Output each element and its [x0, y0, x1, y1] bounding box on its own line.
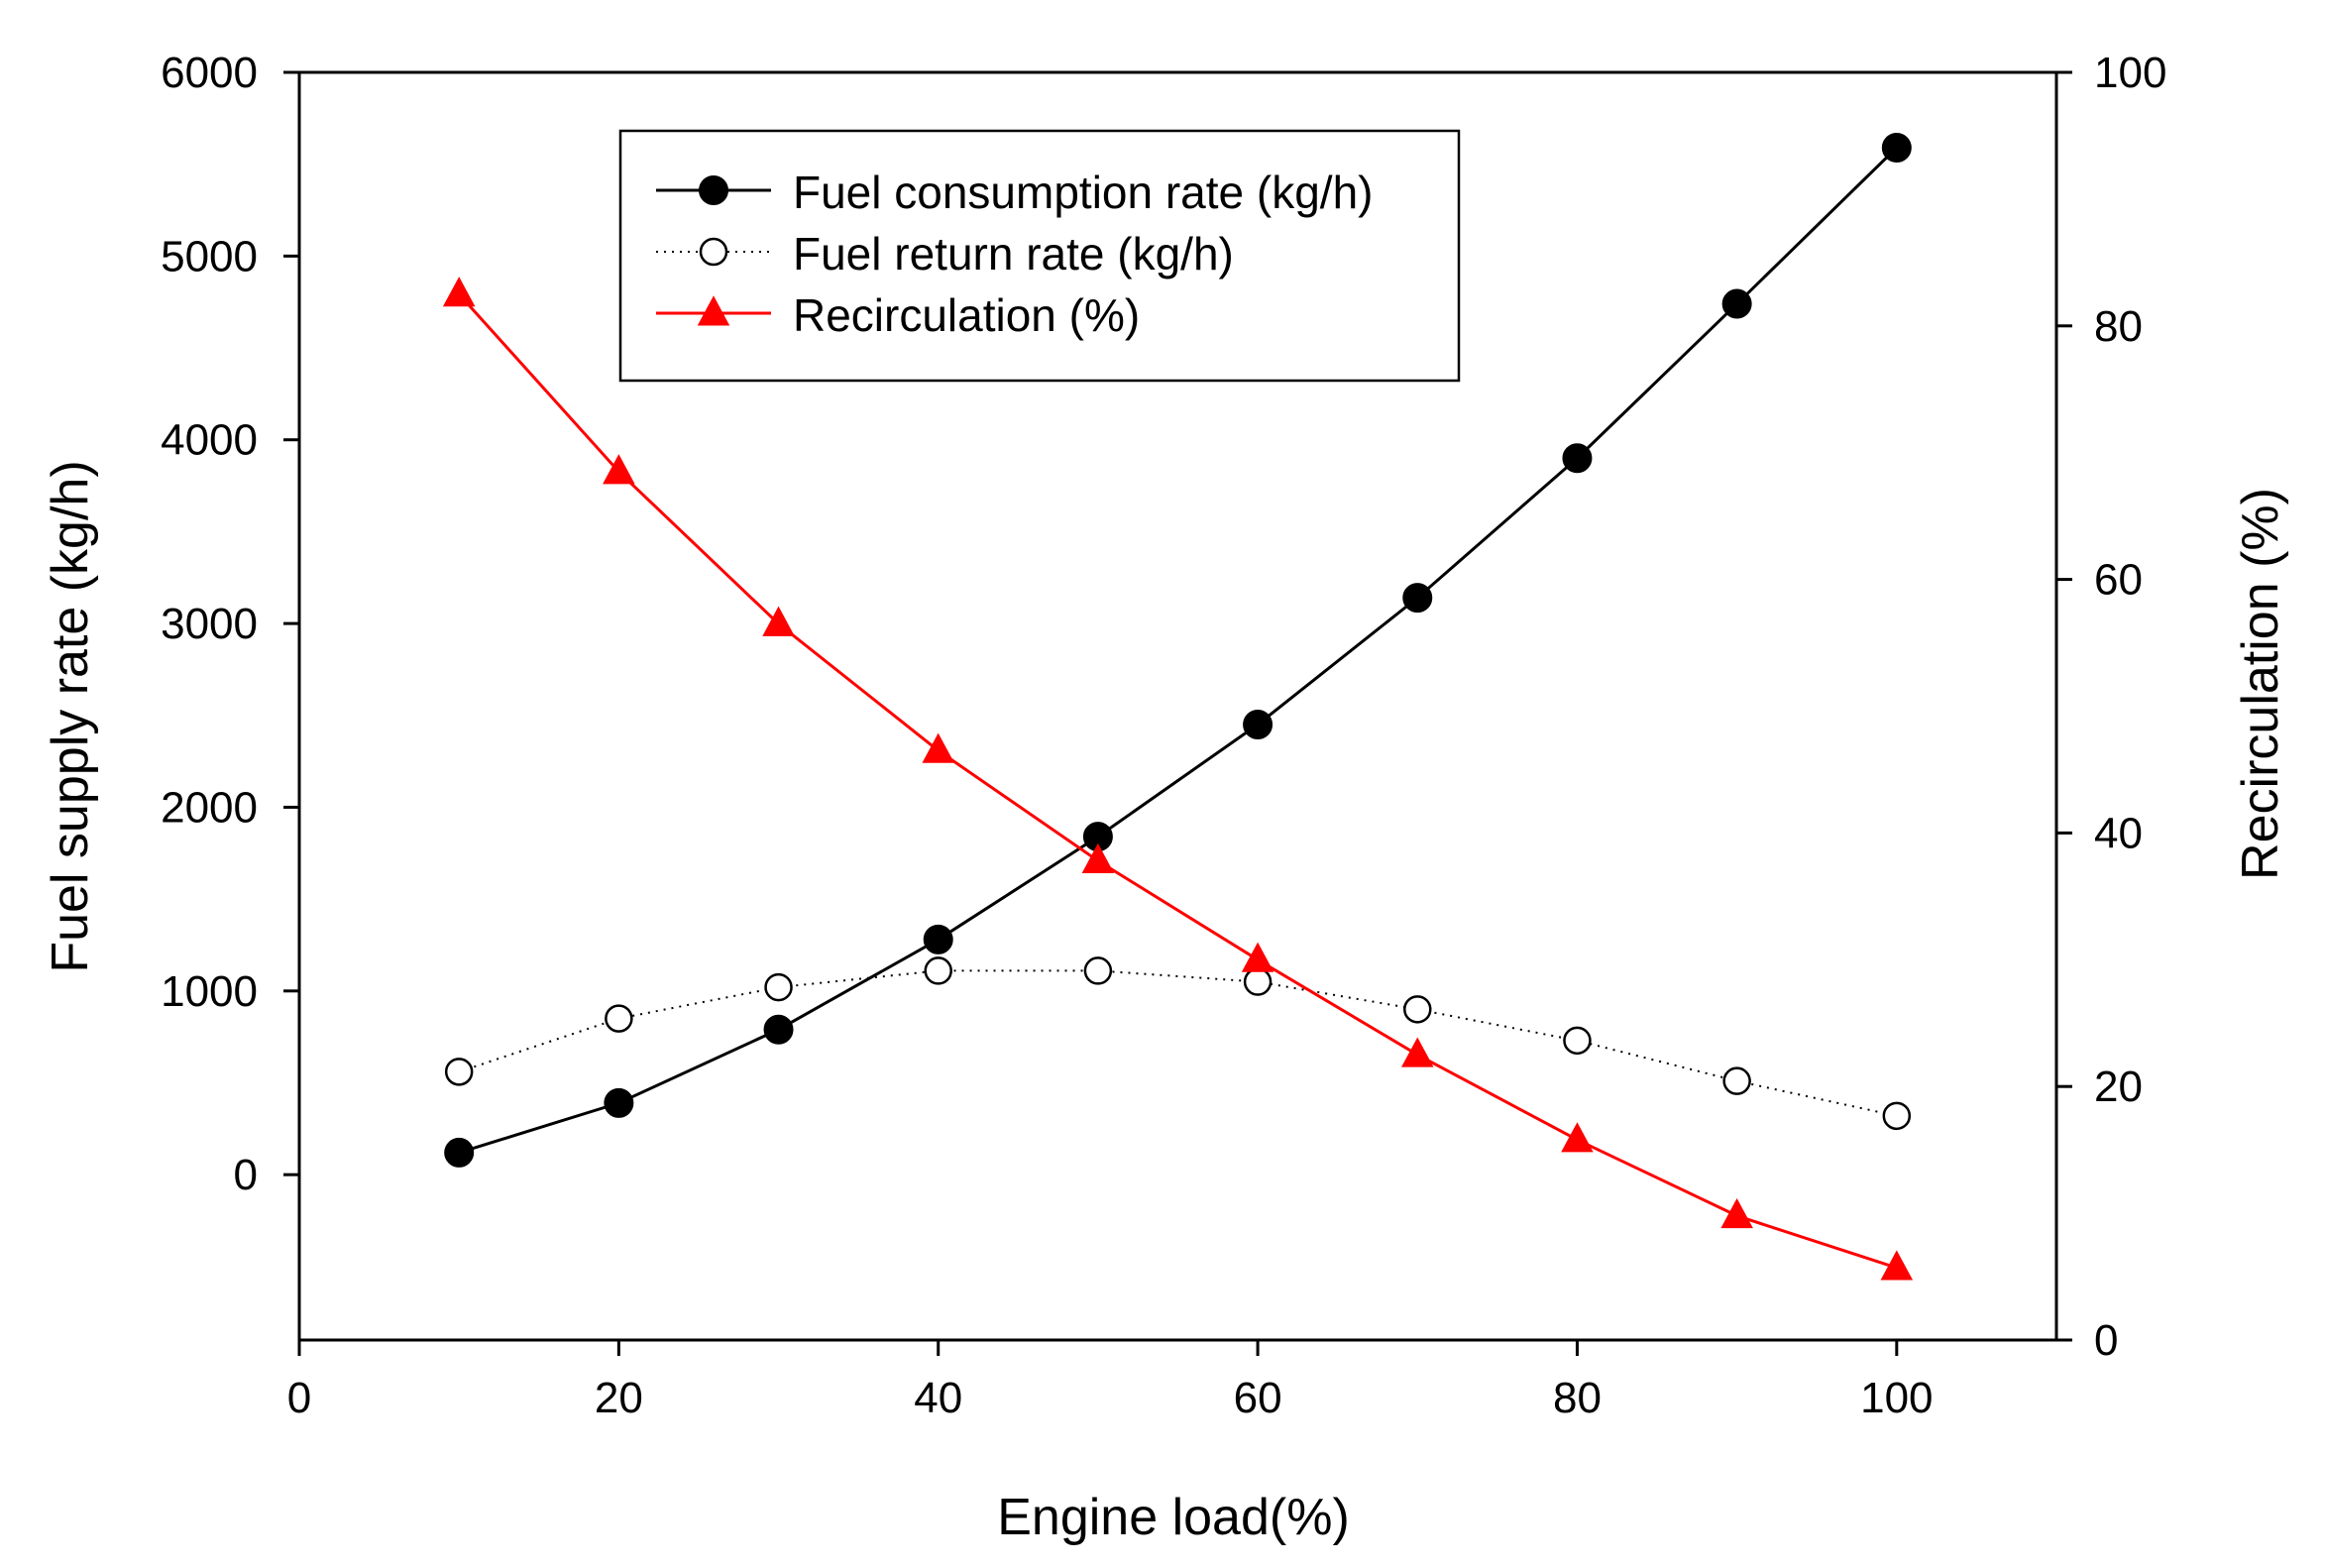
legend: Fuel consumption rate (kg/h) Fuel return…	[618, 129, 1461, 383]
x-axis-title: Engine load(%)	[997, 1489, 1350, 1546]
data-point-fuel-return	[444, 1058, 474, 1086]
data-point-fuel-consumption	[923, 924, 953, 954]
data-point-fuel-return	[605, 1004, 633, 1033]
x-tick-label: 20	[595, 1374, 643, 1422]
y2-axis-title: Recirculation (%)	[2232, 488, 2289, 880]
y-tick-label: 5000	[161, 232, 258, 280]
series-line-fuel-return	[458, 969, 1898, 1117]
y2-tick-label: 60	[2094, 556, 2143, 605]
data-point-fuel-return	[1083, 956, 1113, 985]
series-recirculation	[442, 277, 1914, 1281]
data-point-fuel-consumption	[1881, 132, 1912, 163]
x-tick-label: 100	[1860, 1374, 1933, 1422]
series-fuel-consumption	[444, 132, 1912, 1168]
data-point-recirculation	[603, 454, 635, 485]
y-tick-label: 1000	[161, 967, 258, 1016]
data-point-recirculation	[1880, 1250, 1914, 1281]
data-point-fuel-consumption	[1721, 288, 1752, 319]
data-point-fuel-return	[1243, 967, 1273, 996]
data-point-fuel-consumption	[1243, 710, 1273, 740]
data-point-fuel-consumption	[604, 1087, 634, 1118]
series-layer	[442, 132, 1914, 1281]
y-tick-label: 0	[234, 1151, 258, 1199]
x-tick-label: 40	[914, 1374, 962, 1422]
y-tick-label: 2000	[161, 783, 258, 832]
y2-tick-label: 0	[2094, 1316, 2118, 1365]
y2-tick-label: 20	[2094, 1063, 2143, 1111]
data-point-recirculation	[1401, 1037, 1434, 1067]
x-tick-label: 0	[287, 1374, 311, 1422]
data-point-fuel-return	[1722, 1066, 1751, 1095]
legend-label-recirculation: Recirculation (%)	[793, 289, 1140, 341]
y-tick-label: 3000	[161, 600, 258, 648]
data-point-fuel-consumption	[763, 1014, 794, 1045]
data-point-recirculation	[922, 732, 954, 763]
y2-tick-label: 100	[2094, 49, 2166, 97]
data-point-recirculation	[1561, 1122, 1594, 1153]
legend-marker-fuel-return	[699, 237, 728, 267]
legend-marker-fuel-consumption	[699, 175, 728, 205]
y2-tick-label: 80	[2094, 302, 2143, 351]
data-point-recirculation	[762, 606, 795, 636]
data-point-fuel-consumption	[1402, 583, 1433, 614]
data-point-recirculation	[442, 277, 476, 307]
data-point-recirculation	[1720, 1197, 1753, 1229]
data-point-fuel-return	[764, 972, 793, 1002]
y-tick-label: 6000	[161, 49, 258, 97]
y2-tick-label: 40	[2094, 809, 2143, 857]
data-point-recirculation	[1241, 942, 1274, 972]
legend-marker-recirculation	[697, 295, 730, 326]
y-tick-label: 4000	[161, 416, 258, 465]
data-point-fuel-consumption	[1562, 443, 1593, 474]
legend-label-fuel-return: Fuel return rate (kg/h)	[793, 228, 1234, 280]
x-tick-label: 60	[1234, 1374, 1282, 1422]
series-line-fuel-consumption	[458, 146, 1898, 1155]
legend-label-fuel-consumption: Fuel consumption rate (kg/h)	[793, 167, 1374, 218]
y-axis-title: Fuel supply rate (kg/h)	[42, 460, 99, 972]
legend-box	[618, 129, 1461, 383]
series-line-recirculation	[458, 292, 1898, 1270]
x-tick-label: 80	[1553, 1374, 1602, 1422]
series-fuel-return	[444, 956, 1912, 1131]
plot-frame	[297, 70, 2058, 1342]
plot-area-border	[297, 70, 2058, 1342]
data-point-fuel-return	[924, 956, 952, 985]
data-point-fuel-return	[1403, 995, 1432, 1024]
data-point-recirculation	[1081, 842, 1115, 873]
legend-swatches	[656, 175, 771, 326]
data-point-fuel-return	[1563, 1026, 1592, 1056]
ticks-layer: 0 20 40 60 80 1000100020003000400050006000020…	[161, 49, 2166, 1422]
data-point-fuel-consumption	[444, 1137, 475, 1168]
data-point-fuel-return	[1882, 1101, 1912, 1131]
